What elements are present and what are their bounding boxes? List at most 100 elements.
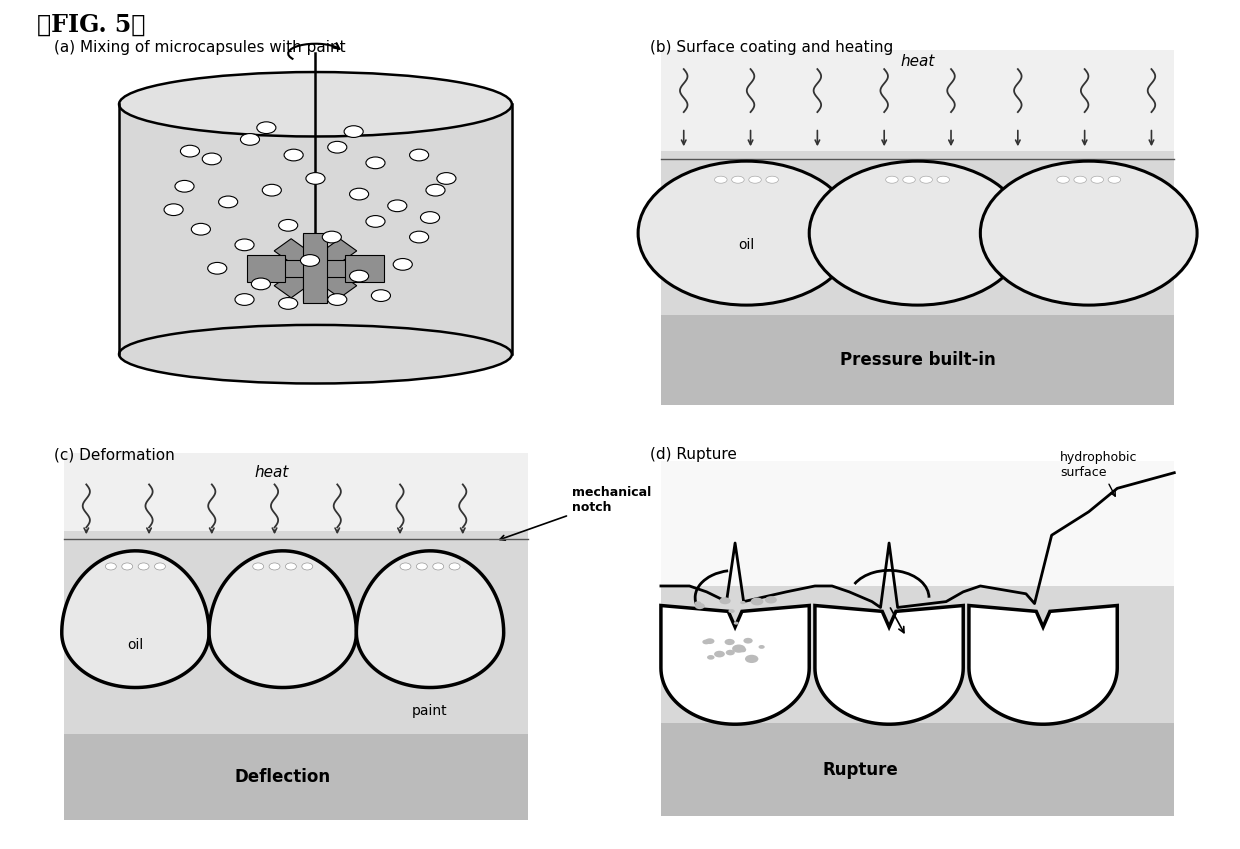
Bar <box>661 151 1174 315</box>
Ellipse shape <box>263 184 281 196</box>
Ellipse shape <box>350 270 368 282</box>
Bar <box>304 233 327 303</box>
Text: Rupture: Rupture <box>822 761 899 779</box>
Bar <box>661 722 1174 817</box>
Text: paint: paint <box>1043 692 1078 706</box>
Bar <box>119 104 512 354</box>
Text: 【FIG. 5】: 【FIG. 5】 <box>37 13 145 37</box>
Ellipse shape <box>371 290 391 301</box>
Ellipse shape <box>707 655 714 660</box>
Ellipse shape <box>327 141 347 153</box>
Ellipse shape <box>885 177 898 183</box>
Ellipse shape <box>1091 177 1104 183</box>
Polygon shape <box>661 605 810 724</box>
Ellipse shape <box>285 563 296 570</box>
Ellipse shape <box>981 161 1197 305</box>
Ellipse shape <box>719 598 730 604</box>
Text: (d) Rupture: (d) Rupture <box>650 447 737 463</box>
Ellipse shape <box>180 145 200 157</box>
Ellipse shape <box>724 638 735 645</box>
Polygon shape <box>274 239 357 298</box>
Ellipse shape <box>207 262 227 274</box>
Ellipse shape <box>122 563 133 570</box>
Ellipse shape <box>714 650 725 657</box>
Ellipse shape <box>740 649 746 652</box>
Bar <box>64 734 528 820</box>
Ellipse shape <box>417 563 428 570</box>
Polygon shape <box>274 239 357 298</box>
Polygon shape <box>269 260 362 277</box>
Ellipse shape <box>252 278 270 290</box>
Ellipse shape <box>241 133 259 145</box>
Ellipse shape <box>639 161 854 305</box>
Ellipse shape <box>155 563 165 570</box>
Ellipse shape <box>164 204 184 216</box>
Ellipse shape <box>279 220 298 231</box>
Ellipse shape <box>436 172 456 184</box>
Ellipse shape <box>427 184 445 196</box>
Text: oil: oil <box>738 238 755 252</box>
Bar <box>661 49 1174 159</box>
Ellipse shape <box>409 231 429 243</box>
Text: paint: paint <box>1071 284 1106 299</box>
Ellipse shape <box>393 258 412 270</box>
Ellipse shape <box>301 563 312 570</box>
Ellipse shape <box>744 638 753 644</box>
Ellipse shape <box>750 598 764 605</box>
Ellipse shape <box>1074 177 1086 183</box>
Ellipse shape <box>279 298 298 309</box>
Bar <box>346 255 383 282</box>
Ellipse shape <box>300 255 320 267</box>
Ellipse shape <box>766 177 779 183</box>
Ellipse shape <box>694 603 704 609</box>
Bar <box>661 586 1174 722</box>
Ellipse shape <box>343 126 363 138</box>
Ellipse shape <box>105 563 117 570</box>
Text: heat: heat <box>254 465 289 481</box>
Ellipse shape <box>253 563 264 570</box>
Text: (a) Mixing of microcapsules with paint: (a) Mixing of microcapsules with paint <box>53 40 345 55</box>
Ellipse shape <box>306 172 325 184</box>
Bar <box>267 260 365 277</box>
Text: Pressure built-in: Pressure built-in <box>839 351 996 369</box>
Ellipse shape <box>920 177 932 183</box>
Polygon shape <box>210 551 356 688</box>
Text: Deflection: Deflection <box>234 768 331 786</box>
Ellipse shape <box>366 216 384 228</box>
Ellipse shape <box>175 180 193 192</box>
Bar <box>661 461 1174 617</box>
Ellipse shape <box>191 223 211 235</box>
Text: oil: oil <box>128 638 144 651</box>
Ellipse shape <box>765 596 777 604</box>
Ellipse shape <box>401 563 410 570</box>
Ellipse shape <box>284 149 303 161</box>
Ellipse shape <box>759 645 765 649</box>
Bar <box>247 255 285 282</box>
Ellipse shape <box>322 231 341 243</box>
Ellipse shape <box>725 649 735 655</box>
Ellipse shape <box>694 601 702 605</box>
Ellipse shape <box>728 609 735 613</box>
Ellipse shape <box>745 655 759 663</box>
Ellipse shape <box>257 121 275 133</box>
Bar <box>64 531 528 734</box>
Text: heat: heat <box>900 53 935 69</box>
Ellipse shape <box>234 294 254 306</box>
Polygon shape <box>356 551 503 688</box>
Ellipse shape <box>119 72 512 137</box>
Ellipse shape <box>350 188 368 200</box>
Ellipse shape <box>1056 177 1069 183</box>
Ellipse shape <box>218 196 238 208</box>
Ellipse shape <box>449 563 460 570</box>
Ellipse shape <box>706 638 714 644</box>
Text: hydrophobic
surface: hydrophobic surface <box>1060 451 1138 496</box>
Text: (b) Surface coating and heating: (b) Surface coating and heating <box>650 40 893 55</box>
Ellipse shape <box>327 294 347 306</box>
Ellipse shape <box>810 161 1025 305</box>
Ellipse shape <box>903 177 915 183</box>
Ellipse shape <box>234 239 254 250</box>
Ellipse shape <box>1109 177 1121 183</box>
Ellipse shape <box>119 325 512 384</box>
Ellipse shape <box>366 157 384 169</box>
Polygon shape <box>304 235 327 301</box>
